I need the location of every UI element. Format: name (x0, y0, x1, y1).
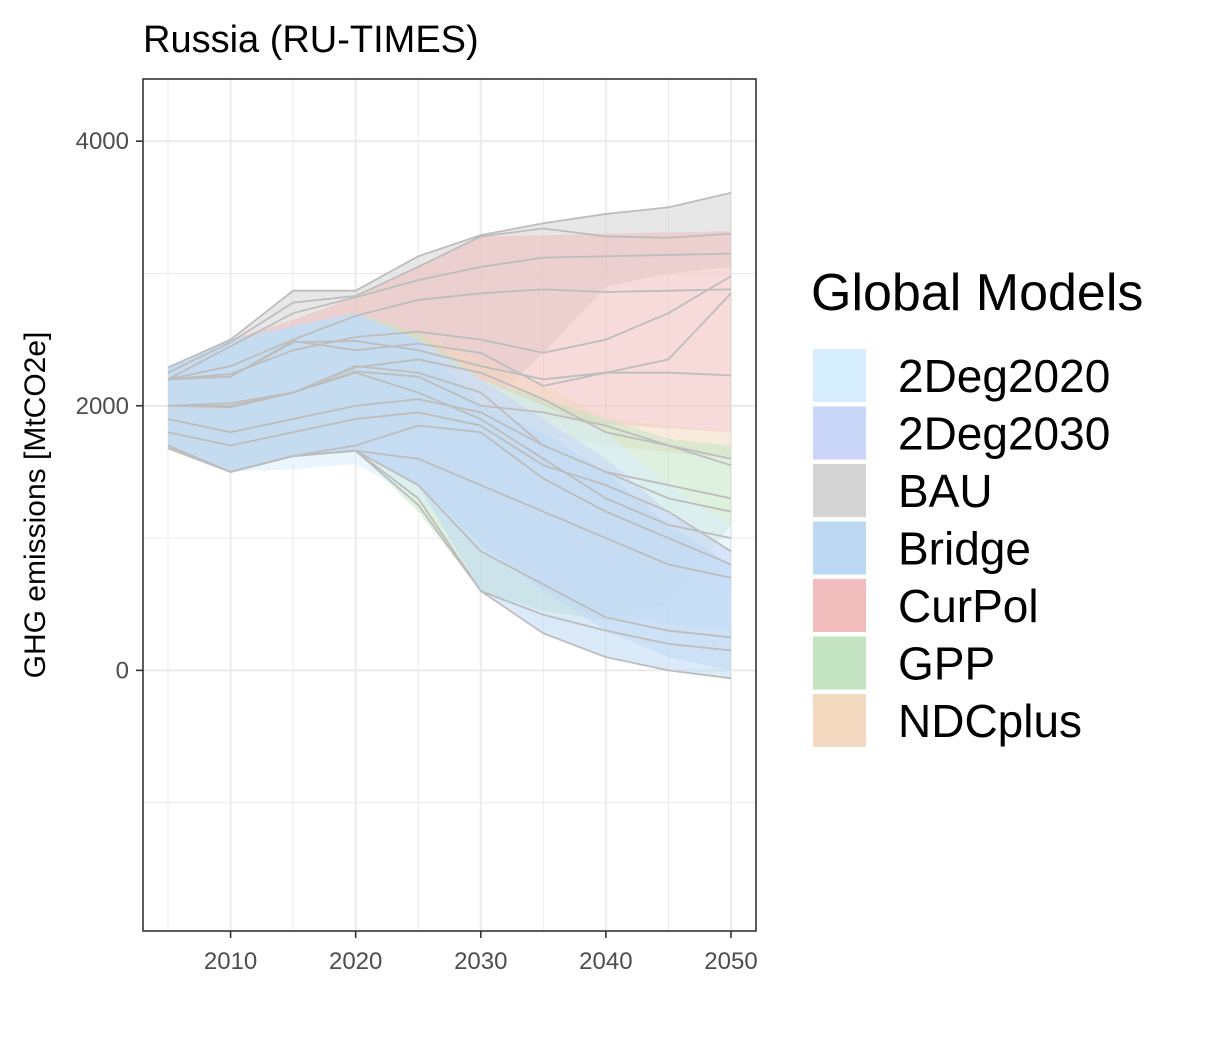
scenario-line-12 (167, 398, 732, 513)
series-areas (168, 192, 731, 679)
y-axis-ticks: 0 2000 4000 (76, 128, 143, 684)
legend-label-2deg2020: 2Deg2020 (898, 350, 1110, 402)
legend-key-2deg2020 (813, 349, 866, 402)
legend-key-curpol (813, 579, 866, 632)
y-tick-label: 4000 (76, 128, 129, 155)
y-axis-title: GHG emissions [MtCO2e] (19, 332, 52, 679)
chart-title: Russia (RU-TIMES) (143, 19, 479, 61)
y-tick-label: 2000 (76, 393, 129, 420)
scenario-line-18 (167, 447, 732, 680)
x-axis-ticks: 2010 2020 2030 2040 2050 (204, 931, 758, 975)
scenario-line-1 (167, 191, 732, 369)
scenario-line-3 (167, 252, 731, 381)
scenario-line-4 (167, 288, 731, 381)
scenario-line-2 (167, 227, 732, 374)
x-tick-label: 2040 (579, 948, 632, 975)
scenario-line-8 (167, 358, 732, 460)
legend-key-bridge (813, 521, 866, 575)
legend-label-bridge: Bridge (898, 523, 1031, 575)
legend-key-gpp (813, 636, 866, 690)
scenario-line-7 (167, 340, 732, 381)
legend-title: Global Models (811, 264, 1143, 322)
x-tick-label: 2020 (329, 948, 382, 975)
plot-border (142, 78, 757, 932)
legend-key-2deg2030 (813, 406, 866, 460)
legend-label-ndcplus: NDCplus (898, 695, 1082, 747)
legend-label-2deg2030: 2Deg2030 (898, 408, 1110, 460)
legend-label-curpol: CurPol (898, 580, 1039, 632)
legend-label-gpp: GPP (898, 638, 995, 690)
x-tick-label: 2050 (704, 948, 757, 975)
legend-key-ndcplus (813, 694, 866, 747)
legend-key-bau (813, 464, 866, 517)
y-tick-label: 0 (116, 657, 129, 684)
scenario-lines (167, 191, 732, 680)
scenario-line-13 (167, 411, 732, 553)
x-tick-label: 2030 (454, 948, 507, 975)
legend-label-bau: BAU (898, 465, 993, 517)
x-tick-label: 2010 (204, 948, 257, 975)
area-bridge (168, 313, 731, 679)
scenario-line-5 (167, 275, 732, 381)
